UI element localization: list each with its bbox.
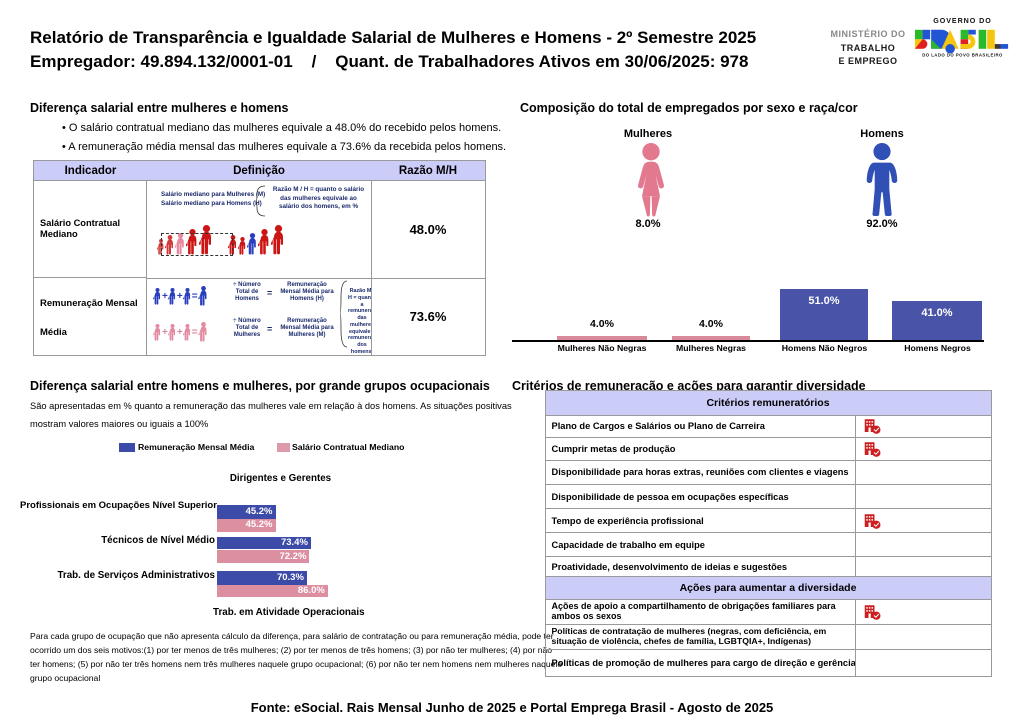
svg-text:GOVERNO DO: GOVERNO DO	[933, 17, 991, 25]
svg-text:DO LADO DO POVO BRASILEIRO: DO LADO DO POVO BRASILEIRO	[922, 52, 1003, 57]
